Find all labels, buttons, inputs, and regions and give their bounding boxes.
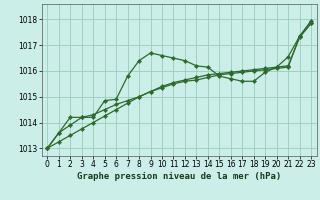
X-axis label: Graphe pression niveau de la mer (hPa): Graphe pression niveau de la mer (hPa) xyxy=(77,172,281,181)
